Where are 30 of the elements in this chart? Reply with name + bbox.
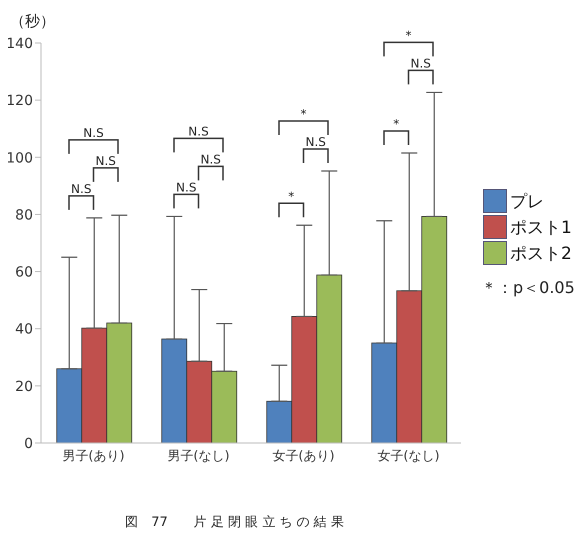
annotation: *	[288, 189, 294, 204]
annotation: N.S	[96, 154, 116, 168]
annotation: N.S	[188, 124, 209, 138]
annotation: N.S	[71, 182, 92, 196]
legend-label: ポスト2	[509, 242, 572, 266]
annotation: *	[393, 117, 400, 131]
annotation: *	[300, 107, 306, 121]
annotation: N.S	[176, 180, 196, 194]
y-tick-label: 20	[15, 378, 33, 395]
annotation: N.S	[200, 152, 221, 166]
y-tick-label: 40	[15, 322, 33, 338]
annotation: N.S	[410, 56, 431, 70]
y-tick-label: 140	[6, 36, 33, 52]
y-axis-title: （秒）	[10, 12, 55, 31]
text: *	[406, 28, 412, 42]
y-tick-label: 0	[24, 436, 33, 452]
y-tick-label: 80	[15, 207, 33, 224]
y-tick-label: 120	[6, 93, 33, 110]
x-tick-label: 女子(あり)	[272, 449, 335, 464]
text: ＊：p＜0.05	[481, 278, 575, 299]
legend-label: プレ	[509, 190, 545, 214]
y-tick-label: 60	[15, 264, 33, 281]
annotation: N.S	[306, 135, 326, 149]
x-tick-label: 男子(あり)	[62, 449, 125, 464]
text: 図 77 片 足 閉 眼 立 ち の 結 果	[124, 514, 345, 531]
x-tick-label: 女子(なし)	[377, 449, 440, 464]
legend-label: ポスト1	[509, 216, 572, 240]
x-tick-label: 男子(なし)	[167, 449, 230, 464]
annotation: N.S	[83, 126, 104, 140]
y-tick-label: 100	[6, 150, 33, 166]
